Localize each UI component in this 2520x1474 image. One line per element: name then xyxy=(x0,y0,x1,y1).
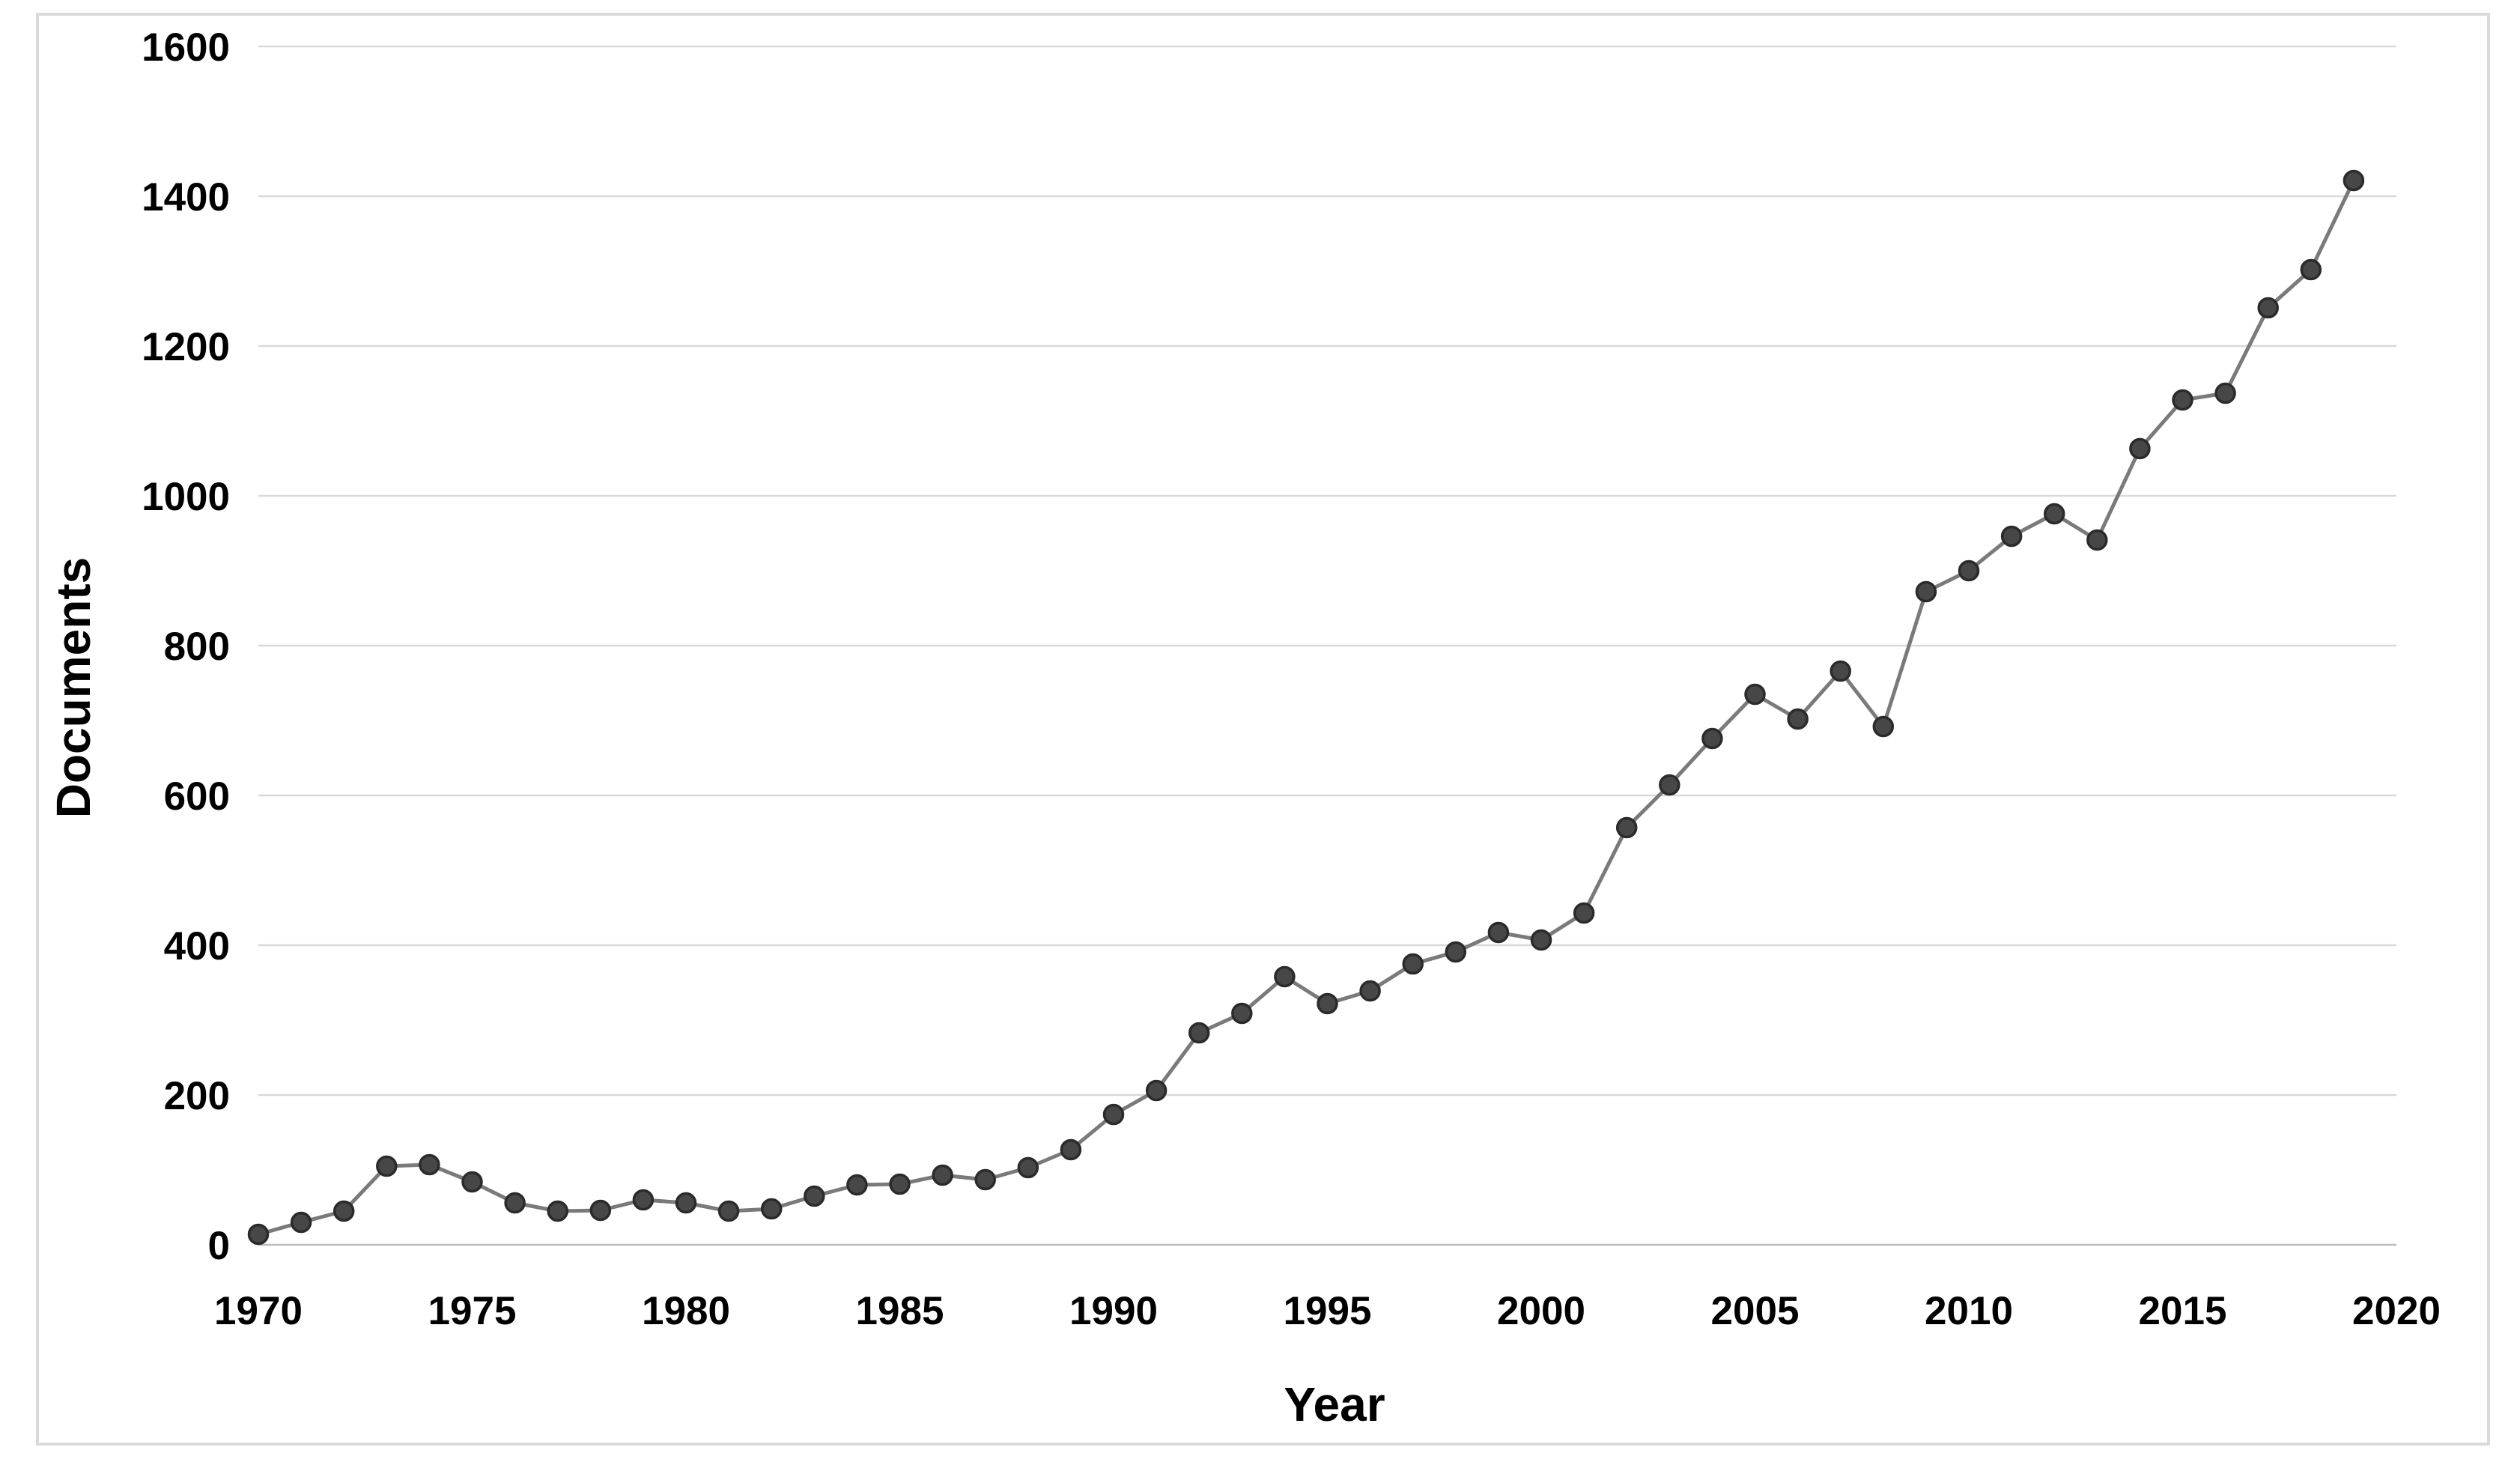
data-point-marker xyxy=(675,1192,697,1214)
data-point-marker xyxy=(1573,902,1595,924)
data-point-marker xyxy=(1402,953,1424,975)
data-point-marker xyxy=(974,1168,996,1191)
data-point-marker xyxy=(932,1164,953,1186)
data-point-marker xyxy=(247,1223,270,1246)
data-point-marker xyxy=(1958,559,1980,582)
x-tick-label: 1975 xyxy=(428,1289,517,1333)
x-axis-title: Year xyxy=(1284,1377,1385,1431)
data-point-marker xyxy=(1274,965,1296,988)
y-tick-label: 800 xyxy=(164,625,230,669)
data-point-marker xyxy=(504,1192,526,1214)
data-point-marker xyxy=(2172,389,2193,411)
data-point-marker xyxy=(419,1153,440,1176)
data-point-marker xyxy=(1102,1103,1125,1126)
x-tick-label: 1995 xyxy=(1284,1289,1372,1333)
data-point-marker xyxy=(1060,1138,1082,1161)
data-point-marker xyxy=(1231,1002,1253,1025)
data-point-marker xyxy=(2129,437,2151,460)
y-tick-label: 1400 xyxy=(142,175,230,219)
data-point-marker xyxy=(1317,992,1338,1015)
data-point-marker xyxy=(2043,503,2065,525)
data-point-marker xyxy=(290,1211,312,1234)
data-point-marker xyxy=(1787,708,1809,730)
data-point-marker xyxy=(2343,169,2365,192)
data-point-marker xyxy=(2214,382,2236,404)
data-point-marker xyxy=(846,1174,868,1196)
data-point-marker xyxy=(589,1199,612,1222)
data-point-marker xyxy=(1445,941,1467,963)
y-tick-label: 600 xyxy=(164,774,230,819)
data-point-marker xyxy=(804,1185,825,1207)
data-point-marker xyxy=(1615,816,1638,839)
data-point-marker xyxy=(461,1171,483,1193)
data-point-marker xyxy=(376,1155,398,1177)
data-point-marker xyxy=(2086,529,2108,551)
x-tick-label: 2020 xyxy=(2352,1289,2441,1333)
data-point-marker xyxy=(547,1200,568,1222)
x-tick-label: 1980 xyxy=(642,1289,730,1333)
x-tick-label: 1990 xyxy=(1069,1289,1158,1333)
data-point-marker xyxy=(1487,921,1510,944)
data-point-marker xyxy=(1359,980,1381,1002)
y-tick-label: 400 xyxy=(164,924,230,968)
data-point-marker xyxy=(760,1198,783,1220)
x-tick-label: 2015 xyxy=(2139,1289,2227,1333)
data-point-marker xyxy=(1188,1022,1210,1044)
data-point-marker xyxy=(1145,1079,1168,1102)
x-tick-label: 2005 xyxy=(1711,1289,1800,1333)
data-point-marker xyxy=(889,1173,911,1195)
data-point-marker xyxy=(1701,727,1723,750)
data-point-marker xyxy=(2000,525,2023,548)
data-point-marker xyxy=(632,1189,655,1211)
x-tick-label: 1970 xyxy=(214,1289,303,1333)
x-tick-label: 1985 xyxy=(856,1289,944,1333)
series-line xyxy=(256,178,2356,1237)
data-point-marker xyxy=(1744,683,1766,706)
x-tick-label: 2000 xyxy=(1497,1289,1585,1333)
data-point-marker xyxy=(1830,660,1851,682)
data-point-marker xyxy=(2257,297,2279,319)
y-tick-label: 200 xyxy=(164,1074,230,1118)
data-point-marker xyxy=(1017,1156,1039,1179)
y-tick-label: 1200 xyxy=(142,325,230,369)
data-point-marker xyxy=(1872,715,1895,738)
x-tick-label: 2010 xyxy=(1925,1289,2013,1333)
data-point-marker xyxy=(1915,580,1937,603)
data-point-marker xyxy=(2300,258,2322,281)
data-point-marker xyxy=(1530,929,1552,951)
y-tick-label: 1600 xyxy=(142,25,230,70)
data-point-marker xyxy=(333,1200,355,1222)
y-tick-label: 0 xyxy=(208,1224,230,1268)
y-tick-label: 1000 xyxy=(142,475,230,519)
data-point-marker xyxy=(1659,774,1680,796)
data-point-marker xyxy=(717,1200,740,1222)
